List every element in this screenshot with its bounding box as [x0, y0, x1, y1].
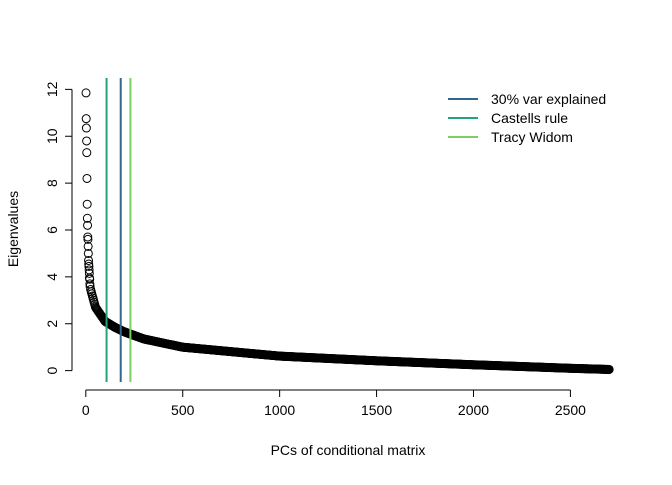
x-axis-label: PCs of conditional matrix — [271, 442, 426, 458]
eigenvalue-points — [81, 88, 614, 374]
eigenvalue-point — [81, 88, 91, 98]
x-tick-label: 0 — [82, 402, 90, 418]
eigenvalue-point — [82, 173, 92, 183]
eigenvalue-point — [82, 213, 92, 223]
legend-label: Tracy Widom — [491, 129, 573, 145]
eigenvalue-point — [83, 248, 93, 258]
y-tick-label: 8 — [44, 179, 60, 187]
eigenvalue-point — [82, 199, 92, 209]
y-tick-label: 10 — [44, 128, 60, 144]
legend-label: Castells rule — [491, 110, 568, 126]
y-ticks: 0 2 4 6 8 10 12 — [44, 81, 72, 375]
eigenvalue-point — [84, 268, 94, 278]
y-tick-label: 2 — [44, 320, 60, 328]
x-tick-label: 1500 — [361, 402, 392, 418]
eigenvalue-point — [82, 148, 92, 158]
eigenvalue-point — [81, 123, 91, 133]
eigenvalue-point — [604, 364, 614, 374]
eigenvalue-point — [84, 261, 94, 271]
threshold-lines — [105, 78, 132, 382]
x-tick-label: 2000 — [458, 402, 489, 418]
y-axis-label: Eigenvalues — [5, 191, 21, 267]
eigenvalue-point — [85, 274, 95, 284]
eigenvalue-point — [84, 255, 94, 265]
x-tick-label: 1000 — [264, 402, 295, 418]
x-tick-label: 2500 — [555, 402, 586, 418]
y-tick-label: 4 — [44, 273, 60, 281]
x-tick-label: 500 — [171, 402, 195, 418]
eigenvalue-point — [83, 220, 93, 230]
y-tick-label: 6 — [44, 226, 60, 234]
axes: 0 500 1000 1500 2000 2500 0 2 4 6 8 10 12 — [44, 81, 586, 418]
x-ticks: 0 500 1000 1500 2000 2500 — [82, 390, 586, 418]
eigenvalue-point — [81, 114, 91, 124]
y-tick-label: 0 — [44, 367, 60, 375]
legend: 30% var explained Castells rule Tracy Wido… — [448, 91, 606, 145]
eigenvalue-point — [83, 241, 93, 251]
eigenvalue-point — [82, 136, 92, 146]
eigenvalue-point — [83, 234, 93, 244]
y-tick-label: 12 — [44, 81, 60, 97]
legend-label: 30% var explained — [491, 91, 606, 107]
